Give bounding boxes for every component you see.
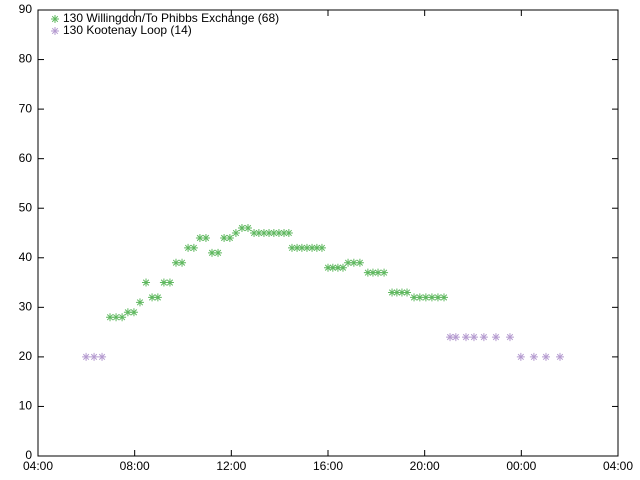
point xyxy=(505,333,514,342)
point xyxy=(433,293,442,302)
point xyxy=(244,224,253,233)
point xyxy=(556,352,564,361)
y-tick-label: 80 xyxy=(19,52,33,66)
point xyxy=(469,333,478,342)
point xyxy=(308,243,317,252)
x-tick-label: 12:00 xyxy=(216,459,246,473)
point xyxy=(338,263,347,272)
point xyxy=(427,293,436,302)
legend-label: 130 Willingdon/To Phibbs Exchange (68) xyxy=(63,11,279,25)
point xyxy=(410,293,419,302)
point xyxy=(171,258,180,267)
point xyxy=(250,229,259,237)
point xyxy=(265,229,274,237)
point xyxy=(165,278,174,287)
plot-frame xyxy=(37,9,619,457)
point xyxy=(479,333,488,342)
point xyxy=(293,243,302,252)
point xyxy=(287,243,296,252)
point xyxy=(220,233,229,242)
x-tick-label: 16:00 xyxy=(313,459,343,473)
point xyxy=(184,243,193,252)
point xyxy=(461,333,470,342)
point xyxy=(333,263,342,272)
point xyxy=(284,229,293,237)
point xyxy=(98,352,107,361)
point xyxy=(516,352,525,361)
point xyxy=(388,288,397,297)
point xyxy=(368,268,377,277)
point xyxy=(274,229,283,237)
point xyxy=(328,263,337,272)
point xyxy=(440,293,448,302)
x-tick-label: 20:00 xyxy=(410,459,440,473)
point xyxy=(363,268,372,277)
point xyxy=(208,248,216,257)
point xyxy=(231,229,240,237)
point xyxy=(355,258,364,267)
point xyxy=(135,298,144,307)
point xyxy=(118,313,127,322)
legend-label: 130 Kootenay Loop (14) xyxy=(63,23,192,37)
point xyxy=(317,243,326,252)
point xyxy=(344,258,353,267)
y-tick-label: 20 xyxy=(19,349,33,363)
point xyxy=(112,313,121,322)
point xyxy=(280,229,289,237)
point xyxy=(312,243,321,252)
point xyxy=(302,243,311,252)
point xyxy=(90,352,99,361)
point xyxy=(195,233,204,242)
y-tick-label: 90 xyxy=(19,2,33,16)
point xyxy=(529,352,538,361)
point xyxy=(380,268,389,277)
point xyxy=(129,308,138,317)
point xyxy=(297,243,306,252)
y-tick-label: 10 xyxy=(19,399,33,413)
point xyxy=(82,352,91,361)
point xyxy=(225,233,234,242)
point xyxy=(374,268,383,277)
point xyxy=(123,308,132,317)
point xyxy=(446,333,455,342)
x-tick-label: 04:00 xyxy=(603,459,633,473)
y-tick-label: 60 xyxy=(19,151,33,165)
point xyxy=(201,233,210,242)
point xyxy=(392,288,401,297)
y-tick-label: 0 xyxy=(25,448,32,462)
x-tick-label: 04:00 xyxy=(23,459,53,473)
y-tick-label: 70 xyxy=(19,101,33,115)
legend-marker xyxy=(51,27,59,35)
point xyxy=(269,229,278,237)
x-tick-label: 08:00 xyxy=(120,459,150,473)
point xyxy=(214,248,223,257)
point xyxy=(491,333,500,342)
point xyxy=(397,288,406,297)
point xyxy=(153,293,162,302)
legend-marker xyxy=(51,15,59,23)
point xyxy=(324,263,332,272)
point xyxy=(403,288,412,297)
x-tick-label: 00:00 xyxy=(506,459,536,473)
point xyxy=(142,278,151,287)
point xyxy=(148,293,157,302)
point xyxy=(541,352,550,361)
point xyxy=(415,293,424,302)
y-tick-label: 50 xyxy=(19,200,33,214)
point xyxy=(451,333,460,342)
point xyxy=(106,313,115,322)
point xyxy=(349,258,358,267)
point xyxy=(189,243,198,252)
point xyxy=(237,224,246,233)
y-tick-label: 30 xyxy=(19,300,33,314)
y-tick-label: 40 xyxy=(19,250,33,264)
point xyxy=(159,278,168,287)
point xyxy=(259,229,268,237)
point xyxy=(421,293,430,302)
point xyxy=(254,229,263,237)
point xyxy=(178,258,187,267)
